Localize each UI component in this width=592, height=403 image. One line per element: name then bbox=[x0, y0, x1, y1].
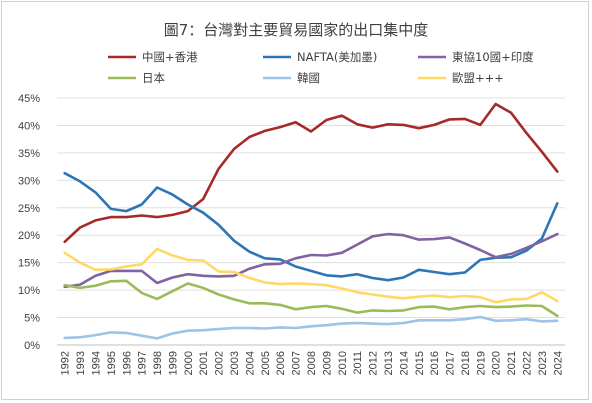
x-tick-label: 2011 bbox=[352, 351, 364, 375]
y-tick-label: 15% bbox=[18, 258, 40, 270]
x-tick-label: 2017 bbox=[445, 351, 457, 375]
x-tick-label: 2008 bbox=[306, 351, 318, 375]
x-tick-label: 2000 bbox=[183, 351, 195, 375]
x-tick-label: 2005 bbox=[260, 351, 272, 375]
series-line bbox=[63, 247, 559, 304]
x-tick-label: 2009 bbox=[321, 351, 333, 375]
y-tick-label: 30% bbox=[18, 175, 40, 187]
y-tick-label: 10% bbox=[18, 285, 40, 297]
x-tick-label: 2021 bbox=[506, 351, 518, 375]
series-line bbox=[63, 279, 559, 318]
x-tick-label: 2013 bbox=[383, 351, 395, 375]
y-tick-label: 35% bbox=[18, 148, 40, 160]
y-tick-label: 20% bbox=[18, 230, 40, 242]
series-line bbox=[63, 232, 559, 289]
series-line bbox=[63, 171, 559, 282]
x-axis-ticks: 1992 1993 1994 1995 1996 1997 1998 1999 2000 2001… bbox=[60, 351, 565, 375]
x-tick-label: 2019 bbox=[475, 351, 487, 375]
x-tick-label: 1992 bbox=[60, 351, 72, 375]
x-tick-label: 1996 bbox=[121, 351, 133, 375]
legend-label: 韓國 bbox=[297, 71, 320, 85]
x-tick-label: 2018 bbox=[460, 351, 472, 375]
x-tick-label: 2007 bbox=[291, 351, 303, 375]
legend-label: NAFTA(美加墨) bbox=[297, 50, 377, 64]
legend-label: 中國+香港 bbox=[142, 50, 198, 64]
y-axis-ticks: 0% 5% 10% 15% 20% 25% 30% 35% 40% 45% bbox=[18, 93, 40, 352]
y-tick-label: 45% bbox=[18, 93, 40, 105]
legend-label: 東協10國+印度 bbox=[452, 50, 534, 64]
x-tick-label: 2003 bbox=[229, 351, 241, 375]
legend-label: 歐盟+++ bbox=[452, 71, 504, 85]
x-tick-label: 2023 bbox=[537, 351, 549, 375]
x-tick-label: 2020 bbox=[491, 351, 503, 375]
x-tick-label: 1995 bbox=[106, 351, 118, 375]
y-tick-label: 5% bbox=[24, 313, 40, 325]
x-tick-label: 1993 bbox=[75, 351, 87, 375]
x-tick-label: 2012 bbox=[368, 351, 380, 375]
x-tick-label: 2001 bbox=[198, 351, 210, 375]
y-tick-label: 40% bbox=[18, 120, 40, 132]
legend-label: 日本 bbox=[142, 71, 165, 85]
x-tick-label: 1997 bbox=[137, 351, 149, 375]
x-tick-label: 2024 bbox=[552, 351, 564, 375]
x-tick-label: 2022 bbox=[522, 351, 534, 375]
series-lines bbox=[63, 102, 559, 340]
y-tick-label: 0% bbox=[24, 340, 40, 352]
x-tick-label: 2006 bbox=[275, 351, 287, 375]
x-tick-label: 1999 bbox=[167, 351, 179, 375]
y-tick-label: 25% bbox=[18, 203, 40, 215]
series-line bbox=[63, 102, 559, 244]
x-tick-label: 2014 bbox=[398, 351, 410, 375]
x-tick-label: 2004 bbox=[244, 351, 256, 375]
series-line bbox=[63, 315, 559, 340]
x-tick-label: 2002 bbox=[214, 351, 226, 375]
x-tick-label: 1998 bbox=[152, 351, 164, 375]
chart-title: 圖7：台灣對主要貿易國家的出口集中度 bbox=[164, 21, 429, 39]
x-tick-label: 2016 bbox=[429, 351, 441, 375]
x-tick-label: 2015 bbox=[414, 351, 426, 375]
x-tick-label: 2010 bbox=[337, 351, 349, 375]
x-tick-label: 1994 bbox=[90, 351, 102, 375]
